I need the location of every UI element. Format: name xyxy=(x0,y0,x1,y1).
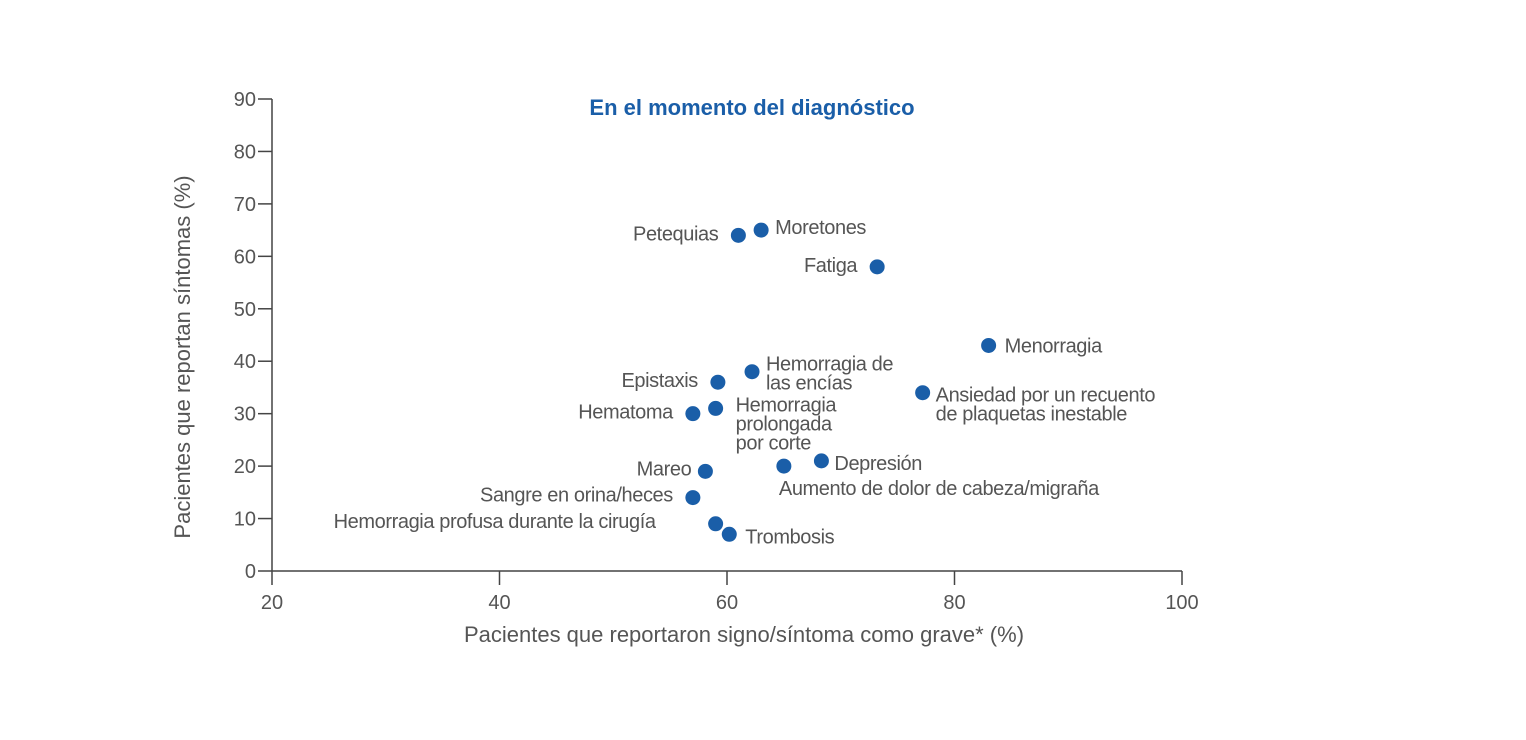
data-point xyxy=(869,259,885,275)
y-tick-label: 0 xyxy=(245,561,256,583)
point-label: Sangre en orina/heces xyxy=(480,485,673,507)
data-point xyxy=(813,453,829,469)
x-tick-label: 40 xyxy=(488,592,510,614)
data-point xyxy=(685,490,701,506)
point-labels: Petequias Moretones Fatiga Menorragia Hemorr… xyxy=(334,217,1156,548)
y-tick-label: 70 xyxy=(234,194,256,216)
y-axis-title: Pacientes que reportan síntomas (%) xyxy=(170,175,195,538)
y-tick-label: 30 xyxy=(234,404,256,426)
y-tick-label: 10 xyxy=(234,509,256,531)
data-point xyxy=(730,227,746,243)
axes: 0 10 20 30 40 50 60 70 80 90 20 40 60 80 100 xyxy=(234,89,1199,614)
y-tick-label: 60 xyxy=(234,246,256,268)
y-tick-label: 20 xyxy=(234,456,256,478)
point-label: Mareo xyxy=(637,458,692,480)
data-point xyxy=(981,337,997,353)
point-label: Fatiga xyxy=(804,255,858,277)
x-tick-label: 20 xyxy=(261,592,283,614)
data-points xyxy=(685,222,997,542)
y-tick-label: 40 xyxy=(234,351,256,373)
y-tick-label: 80 xyxy=(234,141,256,163)
point-label: Petequias xyxy=(633,223,719,245)
data-point xyxy=(710,374,726,390)
x-tick-label: 80 xyxy=(943,592,965,614)
data-point xyxy=(776,458,792,474)
chart-title: En el momento del diagnóstico xyxy=(589,95,914,120)
y-tick-label: 50 xyxy=(234,299,256,321)
point-label: Depresión xyxy=(834,453,922,475)
x-tick-label: 60 xyxy=(716,592,738,614)
point-label: Trombosis xyxy=(745,526,834,548)
point-label: Hemorragia de las encías xyxy=(766,354,893,395)
x-axis-title: Pacientes que reportaron signo/síntoma c… xyxy=(464,622,1024,647)
point-label: Moretones xyxy=(775,217,866,239)
point-label: Hemorragia prolongada por corte xyxy=(736,394,838,454)
data-point xyxy=(915,385,931,401)
point-label: Aumento de dolor de cabeza/migraña xyxy=(779,478,1100,500)
point-label: Epistaxis xyxy=(621,370,698,392)
x-tick-label: 100 xyxy=(1165,592,1198,614)
data-point xyxy=(753,222,769,238)
data-point xyxy=(685,406,701,422)
y-tick-label: 90 xyxy=(234,89,256,111)
point-label: Hematoma xyxy=(578,402,674,424)
point-label: Menorragia xyxy=(1005,335,1103,357)
data-point xyxy=(708,516,724,532)
data-point xyxy=(721,526,737,542)
data-point xyxy=(744,364,760,380)
point-label: Ansiedad por un recuento de plaquetas ine… xyxy=(936,385,1156,426)
data-point xyxy=(708,400,724,416)
point-label: Hemorragia profusa durante la cirugía xyxy=(334,511,657,533)
data-point xyxy=(697,463,713,479)
